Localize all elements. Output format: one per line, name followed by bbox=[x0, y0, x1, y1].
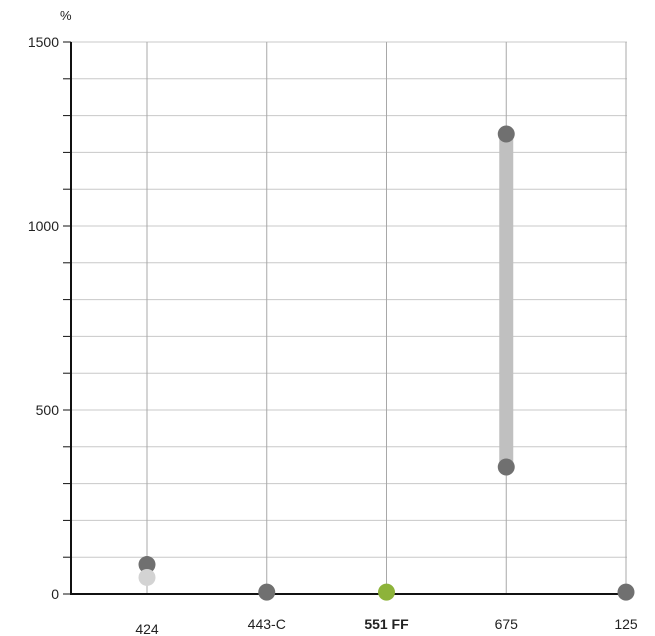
data-point bbox=[497, 125, 515, 143]
grid-layer bbox=[71, 41, 627, 594]
data-point bbox=[378, 583, 395, 601]
y-tick-label: 1000 bbox=[28, 218, 59, 234]
data-point bbox=[258, 583, 276, 601]
y-tick-label: 1500 bbox=[28, 34, 59, 50]
data-point bbox=[138, 556, 156, 574]
axis-layer: % 0 500 1000 1500 bbox=[28, 8, 627, 602]
label-layer: 424 443-C 551 FF 675 125 bbox=[135, 616, 638, 636]
y-tick-label: 500 bbox=[36, 402, 60, 418]
y-unit-label: % bbox=[60, 8, 72, 23]
point-layer bbox=[138, 125, 635, 601]
x-tick-label: 675 bbox=[495, 616, 519, 632]
y-tick-label: 0 bbox=[51, 586, 59, 602]
x-tick-label: 443-C bbox=[248, 616, 286, 632]
data-point bbox=[138, 568, 156, 586]
x-tick-label: 125 bbox=[614, 616, 638, 632]
x-tick-label: 551 FF bbox=[364, 616, 409, 632]
data-point bbox=[617, 583, 635, 601]
data-point bbox=[497, 458, 515, 476]
x-tick-label: 424 bbox=[135, 621, 159, 636]
